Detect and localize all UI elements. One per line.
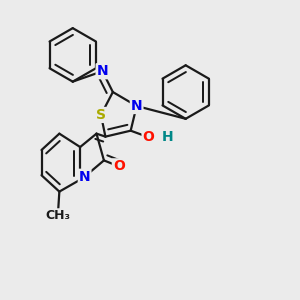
Text: CH₃: CH₃ [45,209,70,222]
Text: O: O [113,159,125,173]
Text: O: O [142,130,154,144]
Text: N: N [79,170,90,184]
Text: N: N [131,99,142,113]
Text: H: H [162,130,174,144]
Text: N: N [97,64,108,78]
Text: S: S [96,108,106,122]
